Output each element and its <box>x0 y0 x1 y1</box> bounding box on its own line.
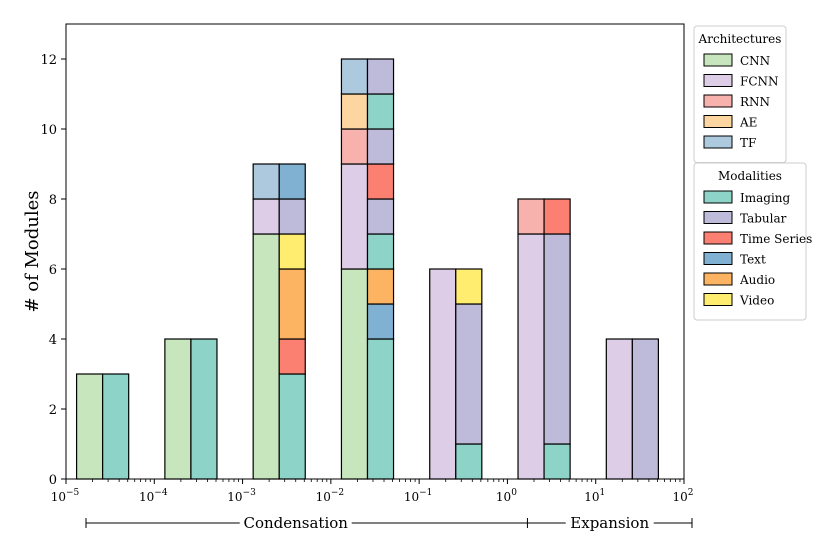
legend-label-text: Text <box>740 253 766 267</box>
y-tick-label-2: 2 <box>49 403 57 418</box>
legend-label-imaging: Imaging <box>740 191 791 205</box>
x-tick-label-3: 10−2 <box>316 488 345 504</box>
bar-mod-tabular-3-6 <box>366 128 395 165</box>
x-tick-label-6: 101 <box>584 488 605 504</box>
legend-swatch-video <box>703 293 733 306</box>
legend-architectures: Architectures CNN FCNN RNN AE TF <box>693 25 787 163</box>
bar-mod-imaging-4-0 <box>455 443 483 480</box>
y-tick-label-10: 10 <box>40 123 57 138</box>
y-tick-label-8: 8 <box>49 193 57 208</box>
legend-label-rnn: RNN <box>740 95 770 109</box>
legend-label-video: Video <box>739 294 774 308</box>
legend-swatch-ae <box>703 115 733 128</box>
legend-swatch-tf <box>703 135 733 149</box>
legend-label-time-series: Time Series <box>740 232 812 246</box>
legend-modalities: Modalities Imaging Tabular Time Series Text A… <box>693 162 812 321</box>
bar-arch-cnn-3 <box>340 268 369 480</box>
bar-mod-text-2-5 <box>278 163 306 200</box>
legend-swatch-rnn <box>703 94 733 108</box>
bar-mod-tabular-5-1 <box>543 233 571 445</box>
legend-swatch-imaging <box>703 190 733 204</box>
x-tick-label-0: 10−5 <box>51 488 80 504</box>
region-label-expansion: Expansion <box>570 514 649 532</box>
bar-mod-tabular-2-4 <box>278 198 306 235</box>
y-tick-label-12: 12 <box>40 53 57 68</box>
legend-swatch-audio <box>703 272 733 286</box>
bar-mod-imaging-0-0 <box>102 373 130 480</box>
bar-arch-fcnn-5 <box>517 233 545 480</box>
y-axis-label: # of Modules <box>22 190 43 312</box>
bar-mod-tabular-3-4 <box>366 198 395 235</box>
legend-label-cnn: CNN <box>740 54 770 68</box>
bar-arch-cnn-1 <box>164 338 192 480</box>
region-annotations: Condensation Expansion <box>85 514 693 532</box>
x-tick-label-2: 10−3 <box>227 488 256 504</box>
bar-mod-imaging-2-0 <box>278 373 306 480</box>
x-tick-label-7: 102 <box>672 488 693 504</box>
bar-mod-text-3-1 <box>366 303 395 340</box>
bar-mod-imaging-5-0 <box>543 443 571 480</box>
bar-arch-cnn-2 <box>252 233 280 480</box>
bar-mod-time-series-5-2 <box>543 198 571 235</box>
legend-label-tf: TF <box>740 136 756 150</box>
legend-label-audio: Audio <box>739 273 775 287</box>
bar-mod-imaging-1-0 <box>190 338 218 480</box>
region-label-condensation: Condensation <box>243 514 348 532</box>
bar-mod-video-2-3 <box>278 233 306 270</box>
ticks-layer: 0 2 4 6 8 10 12 10−5 10−4 10−3 10−2 10−1 100 101 102 <box>40 53 693 504</box>
bar-arch-tf-3 <box>340 58 369 95</box>
y-tick-label-4: 4 <box>49 333 57 348</box>
bar-mod-tabular-3-8 <box>366 58 395 95</box>
legend-swatch-tabular <box>703 211 733 224</box>
y-tick-label-6: 6 <box>49 263 57 278</box>
legend-swatch-fcnn <box>703 74 733 87</box>
legend-label-tabular: Tabular <box>740 212 787 226</box>
bar-arch-rnn-5 <box>517 198 545 235</box>
y-tick-label-0: 0 <box>49 473 57 488</box>
legend-swatch-text <box>703 252 733 265</box>
bar-mod-imaging-3-7 <box>366 93 395 130</box>
bar-mod-audio-2-2 <box>278 268 306 340</box>
bar-mod-tabular-4-1 <box>455 303 483 445</box>
legend-label-ae: AE <box>739 116 757 130</box>
legend-mod-title: Modalities <box>718 169 782 183</box>
legend-swatch-time-series <box>703 231 733 245</box>
bar-arch-ae-3 <box>340 93 369 130</box>
legend-arch-title: Architectures <box>698 32 782 46</box>
bar-mod-imaging-3-3 <box>366 233 395 270</box>
bar-mod-time-series-3-5 <box>366 163 395 200</box>
bar-arch-cnn-0 <box>75 373 104 480</box>
x-tick-label-5: 100 <box>496 488 517 504</box>
bar-arch-tf-2 <box>252 163 280 200</box>
bars-layer <box>75 58 659 480</box>
bar-mod-time-series-2-1 <box>278 338 306 375</box>
bar-arch-fcnn-6 <box>605 338 633 480</box>
x-tick-label-4: 10−1 <box>404 488 433 504</box>
legend-swatch-cnn <box>703 53 733 67</box>
legend-label-fcnn: FCNN <box>740 75 779 89</box>
bar-mod-tabular-6-0 <box>631 338 659 480</box>
x-tick-label-1: 10−4 <box>139 488 168 504</box>
bar-arch-rnn-3 <box>340 128 369 165</box>
bar-arch-fcnn-2 <box>252 198 280 235</box>
axes-frame <box>65 23 685 480</box>
bar-arch-fcnn-3 <box>340 163 369 270</box>
bar-mod-video-4-2 <box>455 268 483 305</box>
bar-mod-imaging-3-0 <box>366 338 395 480</box>
bar-arch-fcnn-4 <box>429 268 457 480</box>
bar-mod-audio-3-2 <box>366 268 395 305</box>
